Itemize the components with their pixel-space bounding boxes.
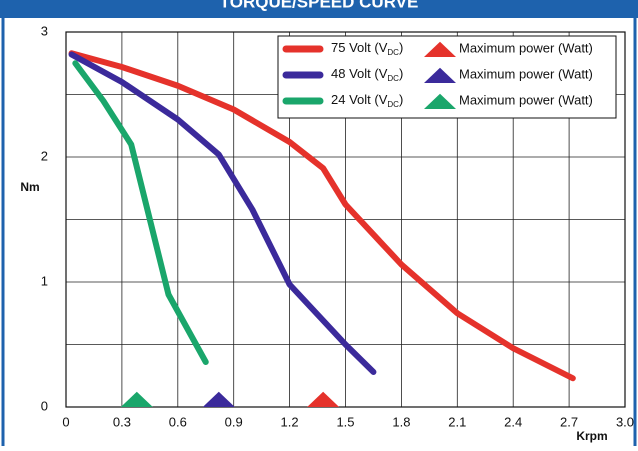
legend-label-sub: DC — [387, 74, 399, 83]
x-tick-label: 0.6 — [169, 414, 187, 429]
legend-label-text: ) — [399, 66, 403, 81]
x-axis-label: Krpm — [576, 429, 607, 443]
x-tick-label: 2.1 — [448, 414, 466, 429]
x-tick-label: 1.8 — [392, 414, 410, 429]
max-power-marker — [120, 391, 153, 407]
x-tick-label: 0.3 — [113, 414, 131, 429]
x-tick-label: 2.4 — [504, 414, 522, 429]
legend-label-sub: DC — [387, 48, 399, 57]
legend-marker — [424, 41, 456, 57]
x-tick-label: 1.2 — [281, 414, 299, 429]
legend-marker-label: Maximum power (Watt) — [459, 92, 593, 107]
legend-label: 48 Volt (VDC) — [331, 66, 403, 83]
max-power-marker — [202, 391, 235, 407]
chart-title: TORQUE/SPEED CURVE — [220, 0, 419, 11]
legend-marker — [424, 67, 456, 83]
x-tick-label: 2.7 — [560, 414, 578, 429]
curve — [72, 60, 209, 365]
legend-marker-label: Maximum power (Watt) — [459, 66, 593, 81]
legend-label-text: 24 Volt (V — [331, 92, 388, 107]
legend-label-text: 75 Volt (V — [331, 40, 388, 55]
y-tick-label: 3 — [41, 23, 48, 38]
y-tick-label: 2 — [41, 148, 48, 163]
legend-marker — [424, 93, 456, 109]
x-tick-label: 0.9 — [225, 414, 243, 429]
plot-border — [65, 31, 626, 408]
y-tick-label: 0 — [41, 398, 48, 413]
legend-label-text: 48 Volt (V — [331, 66, 388, 81]
legend-label-text: ) — [399, 40, 403, 55]
max-power-marker — [307, 391, 340, 407]
y-tick-label: 1 — [41, 273, 48, 288]
y-axis-label: Nm — [20, 180, 39, 194]
x-tick-label: 3.0 — [616, 414, 634, 429]
legend-marker-label: Maximum power (Watt) — [459, 40, 593, 55]
x-tick-label: 0 — [62, 414, 69, 429]
legend-label: 24 Volt (VDC) — [331, 92, 403, 109]
legend-label-sub: DC — [387, 100, 399, 109]
title-banner — [0, 0, 638, 18]
curve — [68, 51, 377, 375]
legend-label: 75 Volt (VDC) — [331, 40, 403, 57]
x-tick-label: 1.5 — [336, 414, 354, 429]
curve — [68, 50, 576, 382]
legend-label-text: ) — [399, 92, 403, 107]
